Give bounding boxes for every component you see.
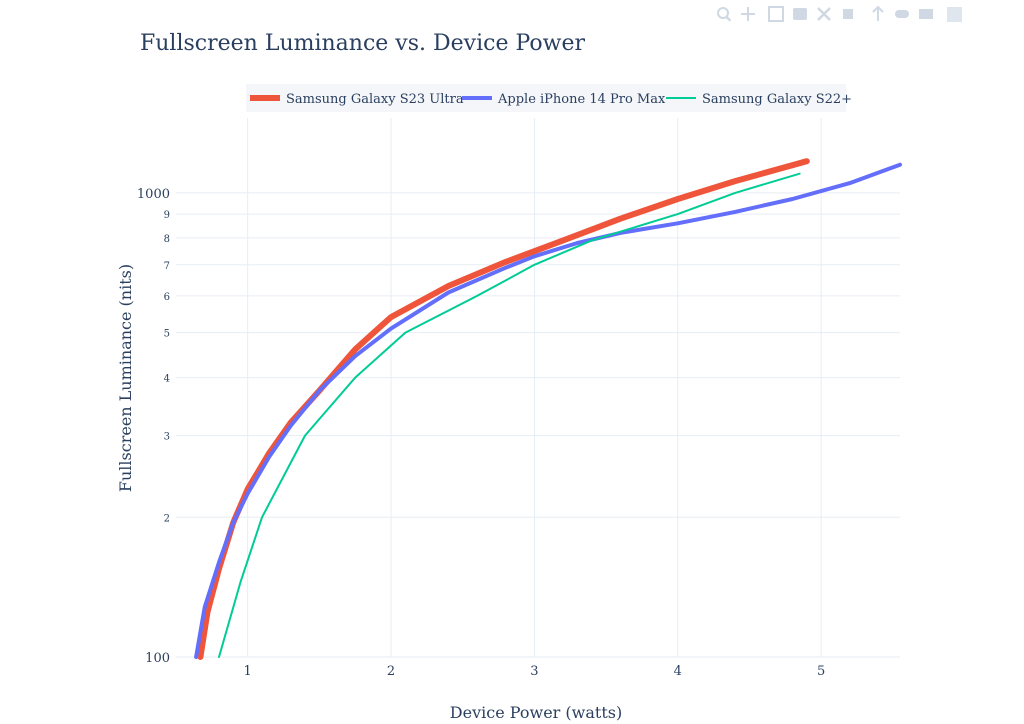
- legend-background: [246, 84, 846, 112]
- y-tick-label: 1000: [137, 187, 170, 202]
- y-tick-label: 7: [164, 261, 170, 272]
- zoom-out-icon[interactable]: [843, 9, 853, 19]
- legend-item-1[interactable]: Apple iPhone 14 Pro Max: [462, 92, 666, 107]
- reset-axes-icon[interactable]: [895, 10, 909, 18]
- legend-label: Apple iPhone 14 Pro Max: [497, 92, 666, 107]
- x-tick-label: 4: [674, 664, 682, 679]
- y-tick-label: 100: [145, 651, 170, 666]
- grid: [176, 118, 900, 658]
- pan-icon[interactable]: [741, 7, 755, 21]
- y-tick-label: 6: [164, 292, 170, 303]
- legend-item-2[interactable]: Samsung Galaxy S22+: [666, 92, 852, 107]
- y-tick-label: 9: [164, 210, 170, 221]
- legend-item-0[interactable]: Samsung Galaxy S23 Ultra: [250, 92, 464, 107]
- spike-lines-icon[interactable]: [919, 9, 933, 19]
- autoscale-icon[interactable]: [872, 5, 884, 21]
- y-axis-ticks: 100 2 3 4 5 6 7 8 9 1000: [137, 187, 170, 666]
- series-lines: [194, 158, 902, 660]
- legend-label: Samsung Galaxy S22+: [702, 92, 852, 107]
- modebar-toolbar[interactable]: [717, 5, 962, 22]
- zoom-in-icon[interactable]: [817, 7, 831, 21]
- x-tick-label: 5: [817, 664, 825, 679]
- y-axis-title: Fullscreen Luminance (nits): [116, 264, 135, 492]
- y-tick-label: 5: [164, 329, 170, 340]
- legend-label: Samsung Galaxy S23 Ultra: [286, 92, 464, 107]
- lasso-select-icon[interactable]: [793, 8, 807, 20]
- y-tick-label: 3: [164, 432, 170, 443]
- series-line-2: [218, 172, 801, 658]
- y-tick-label: 4: [164, 374, 170, 385]
- x-axis-ticks: 1 2 3 4 5: [244, 664, 826, 679]
- y-tick-label: 8: [164, 234, 170, 245]
- x-tick-label: 3: [530, 664, 538, 679]
- series-line-0: [197, 158, 810, 660]
- plotly-logo-icon[interactable]: [947, 7, 962, 22]
- box-select-icon[interactable]: [768, 6, 784, 22]
- chart-title: Fullscreen Luminance vs. Device Power: [140, 31, 585, 56]
- y-tick-label: 2: [164, 513, 170, 524]
- zoom-icon[interactable]: [717, 7, 732, 22]
- x-axis-title: Device Power (watts): [450, 703, 622, 722]
- series-line-1: [194, 162, 902, 659]
- x-tick-label: 1: [244, 664, 252, 679]
- legend[interactable]: Samsung Galaxy S23 Ultra Apple iPhone 14 …: [246, 84, 852, 112]
- x-tick-label: 2: [387, 664, 395, 679]
